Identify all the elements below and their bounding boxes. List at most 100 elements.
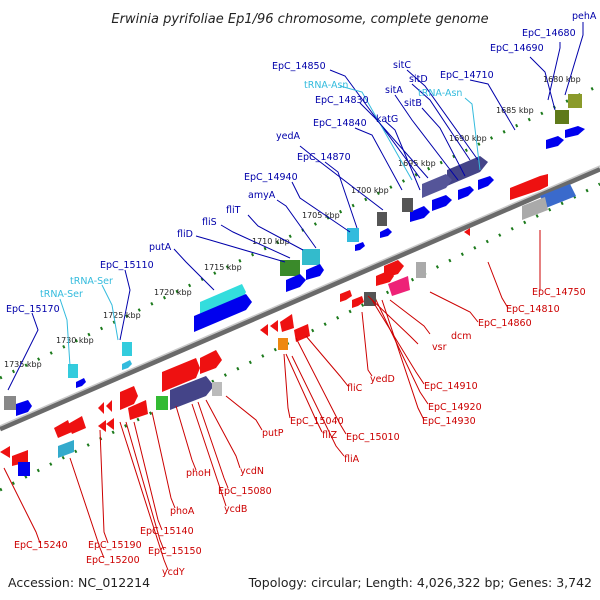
gene-label[interactable]: EpC_14710 (440, 70, 494, 81)
gene-block[interactable] (540, 184, 576, 208)
trna-block[interactable] (122, 342, 132, 356)
gene-arrow-forward[interactable] (16, 400, 32, 416)
gene-label[interactable]: EpC_15240 (14, 540, 68, 551)
gene-arrow-reverse[interactable] (98, 402, 104, 414)
feature-block[interactable] (156, 396, 168, 410)
gene-arrow-reverse[interactable] (294, 324, 310, 342)
gene-label[interactable]: sitD (409, 74, 428, 85)
trna-block[interactable] (347, 228, 359, 242)
gene-label[interactable]: EpC_14910 (424, 381, 478, 392)
trna-arrow[interactable] (122, 360, 132, 370)
gene-arrow-reverse[interactable] (510, 174, 548, 200)
gene-label[interactable]: fliZ (322, 430, 338, 441)
gene-label[interactable]: phoH (186, 468, 211, 479)
gene-arrow-reverse[interactable] (106, 400, 112, 412)
trna-block[interactable] (58, 440, 74, 458)
gene-label[interactable]: sitA (385, 85, 403, 96)
feature-block[interactable] (377, 212, 387, 226)
gene-label[interactable]: EpC_14810 (506, 304, 560, 315)
gene-arrow-reverse[interactable] (200, 350, 222, 374)
gene-label[interactable]: EpC_15010 (346, 432, 400, 443)
gene-label[interactable]: EpC_15190 (88, 540, 142, 551)
gene-block[interactable] (422, 174, 452, 198)
gene-label[interactable]: EpC_14940 (244, 172, 298, 183)
gene-label[interactable]: EpC_15170 (6, 304, 60, 315)
gene-label[interactable]: EpC_15140 (140, 526, 194, 537)
feature-block[interactable] (278, 338, 288, 350)
gene-arrow-reverse[interactable] (352, 296, 364, 308)
gene-arrow-forward[interactable] (410, 206, 430, 222)
gene-arrow-forward[interactable] (478, 176, 494, 190)
gene-label[interactable]: EpC_14870 (297, 152, 351, 163)
gene-label[interactable]: EpC_14930 (422, 416, 476, 427)
gene-label[interactable]: EpC_14830 (315, 95, 369, 106)
gene-label[interactable]: putA (149, 242, 172, 253)
gene-label[interactable]: EpC_14750 (532, 287, 586, 298)
feature-block[interactable] (18, 462, 30, 476)
feature-block[interactable] (4, 396, 16, 410)
gene-arrow-forward[interactable] (546, 136, 564, 149)
trna-block[interactable] (302, 249, 320, 265)
gene-arrow-reverse[interactable] (270, 320, 278, 332)
gene-arrow-putA[interactable] (194, 294, 252, 332)
feature-block[interactable] (212, 382, 222, 396)
gene-label[interactable]: katG (376, 114, 398, 125)
gene-label[interactable]: fliT (226, 205, 241, 216)
gene-arrow-forward[interactable] (355, 242, 365, 251)
gene-arrow-forward[interactable] (286, 274, 306, 292)
gene-label[interactable]: fliD (177, 229, 193, 240)
gene-arrow-reverse[interactable] (464, 228, 470, 236)
gene-arrow-reverse[interactable] (68, 416, 86, 434)
gene-block[interactable] (170, 376, 214, 410)
gene-arrow-reverse[interactable] (128, 400, 148, 420)
trna-label[interactable]: tRNA-Ser (40, 289, 83, 300)
gene-arrow-reverse[interactable] (280, 314, 294, 332)
feature-block[interactable] (568, 94, 582, 108)
gene-label[interactable]: ycdB (224, 504, 247, 515)
gene-arrow-reverse[interactable] (260, 324, 268, 336)
gene-arrow-forward[interactable] (380, 228, 392, 238)
gene-arrow-reverse[interactable] (120, 386, 138, 410)
feature-block[interactable] (402, 198, 413, 212)
gene-arrow-reverse[interactable] (376, 270, 394, 286)
gene-label[interactable]: EpC_15040 (290, 416, 344, 427)
gene-arrow-reverse[interactable] (162, 358, 200, 392)
feature-block[interactable] (280, 260, 300, 276)
gene-label[interactable]: EpC_14840 (313, 118, 367, 129)
gene-arrow-reverse[interactable] (0, 446, 10, 458)
gene-label[interactable]: sitC (393, 60, 411, 71)
gene-label[interactable]: amyA (248, 190, 276, 201)
gene-label[interactable]: EpC_15150 (148, 546, 202, 557)
gene-arrow-forward[interactable] (432, 195, 452, 211)
gene-label[interactable]: EpC_14860 (478, 318, 532, 329)
gene-arrow-reverse[interactable] (340, 290, 352, 302)
gene-label[interactable]: putP (262, 428, 284, 439)
gene-label[interactable]: EpC_15080 (218, 486, 272, 497)
gene-label[interactable]: yedA (276, 131, 300, 142)
gene-label[interactable]: phoA (170, 506, 195, 517)
gene-label[interactable]: ycdN (240, 466, 264, 477)
gene-arrow-forward[interactable] (565, 126, 585, 138)
gene-label[interactable]: EpC_14920 (428, 402, 482, 413)
gene-arrow-reverse[interactable] (106, 418, 114, 430)
trna-label[interactable]: tRNA-Asn (304, 80, 348, 91)
gene-label[interactable]: sitB (404, 98, 422, 109)
gene-label[interactable]: EpC_14680 (522, 28, 576, 39)
gene-arrow-reverse[interactable] (54, 420, 72, 438)
gene-label[interactable]: fliS (202, 217, 217, 228)
gene-label[interactable]: fliA (344, 454, 360, 465)
gene-label[interactable]: yedD (370, 374, 395, 385)
trna-label[interactable]: tRNA-Asn (418, 88, 462, 99)
gene-arrow-forward[interactable] (458, 186, 474, 200)
gene-label[interactable]: EpC_14690 (490, 43, 544, 54)
trna-block[interactable] (68, 364, 78, 378)
gene-label[interactable]: ycdY (162, 567, 185, 578)
gene-label[interactable]: EpC_15110 (100, 260, 154, 271)
gene-label[interactable]: EpC_15200 (86, 555, 140, 566)
gene-label[interactable]: fliC (347, 383, 363, 394)
gene-arrow-forward[interactable] (306, 264, 324, 280)
gene-label[interactable]: EpC_14850 (272, 61, 326, 72)
gene-arrow-forward[interactable] (76, 378, 86, 388)
gene-label[interactable]: dcm (451, 331, 472, 342)
gene-block[interactable] (388, 276, 410, 296)
